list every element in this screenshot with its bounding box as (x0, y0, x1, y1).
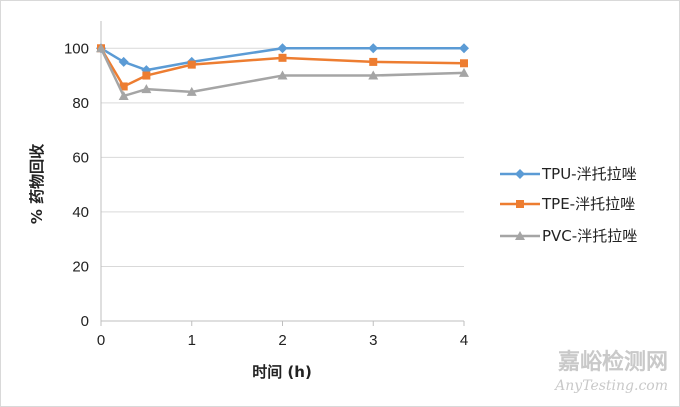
data-point (277, 70, 288, 80)
y-tick-label: 60 (72, 149, 89, 166)
data-point (118, 56, 129, 67)
data-point (186, 86, 197, 96)
data-point (96, 43, 106, 53)
data-point (459, 67, 469, 77)
series (96, 43, 469, 100)
data-point (142, 71, 151, 80)
axes (100, 21, 465, 326)
data-point (515, 231, 525, 240)
data-point (278, 53, 287, 62)
y-tick-label: 80 (72, 95, 89, 112)
legend-label: TPE-泮托拉唑 (541, 195, 635, 213)
x-tick-label: 0 (97, 332, 105, 349)
y-tick-label: 40 (72, 204, 89, 221)
legend-label: TPU-泮托拉唑 (541, 165, 637, 183)
watermark: 嘉峪检测网 AnyTesting.com (553, 349, 668, 394)
data-point (460, 59, 468, 68)
series-group (96, 43, 469, 100)
legend-item: PVC-泮托拉唑 (500, 227, 637, 245)
data-point (119, 82, 128, 91)
grid (101, 47, 464, 267)
watermark-en: AnyTesting.com (553, 378, 668, 394)
data-point (187, 60, 196, 69)
data-point (118, 91, 129, 100)
watermark-cn: 嘉峪检测网 (558, 349, 668, 375)
data-point (368, 70, 379, 80)
data-point (515, 169, 525, 179)
data-point (277, 43, 288, 54)
x-axis-title: 时间 (h) (252, 363, 312, 381)
data-point (369, 57, 378, 66)
x-tick-label: 3 (369, 332, 377, 349)
x-tick-label: 4 (460, 332, 468, 349)
y-tick-label: 100 (64, 40, 89, 57)
y-tick-label: 20 (72, 258, 89, 275)
y-tick-labels: 0 20 40 60 80 100 (64, 40, 89, 330)
data-point (459, 43, 469, 54)
data-point (368, 43, 379, 54)
y-tick-label: 0 (81, 313, 89, 330)
legend-item: TPE-泮托拉唑 (500, 195, 635, 213)
data-point (141, 84, 152, 94)
y-axis-title: % 药物回收 (28, 144, 46, 224)
x-tick-label: 1 (188, 332, 196, 349)
legend-item: TPU-泮托拉唑 (500, 165, 637, 183)
data-point (516, 200, 524, 208)
x-tick-label: 2 (278, 332, 286, 349)
legend-label: PVC-泮托拉唑 (542, 227, 637, 245)
legend: TPU-泮托拉唑 TPE-泮托拉唑 PVC-泮托拉唑 (500, 165, 637, 245)
x-tick-labels: 0 1 2 3 4 (97, 332, 468, 349)
